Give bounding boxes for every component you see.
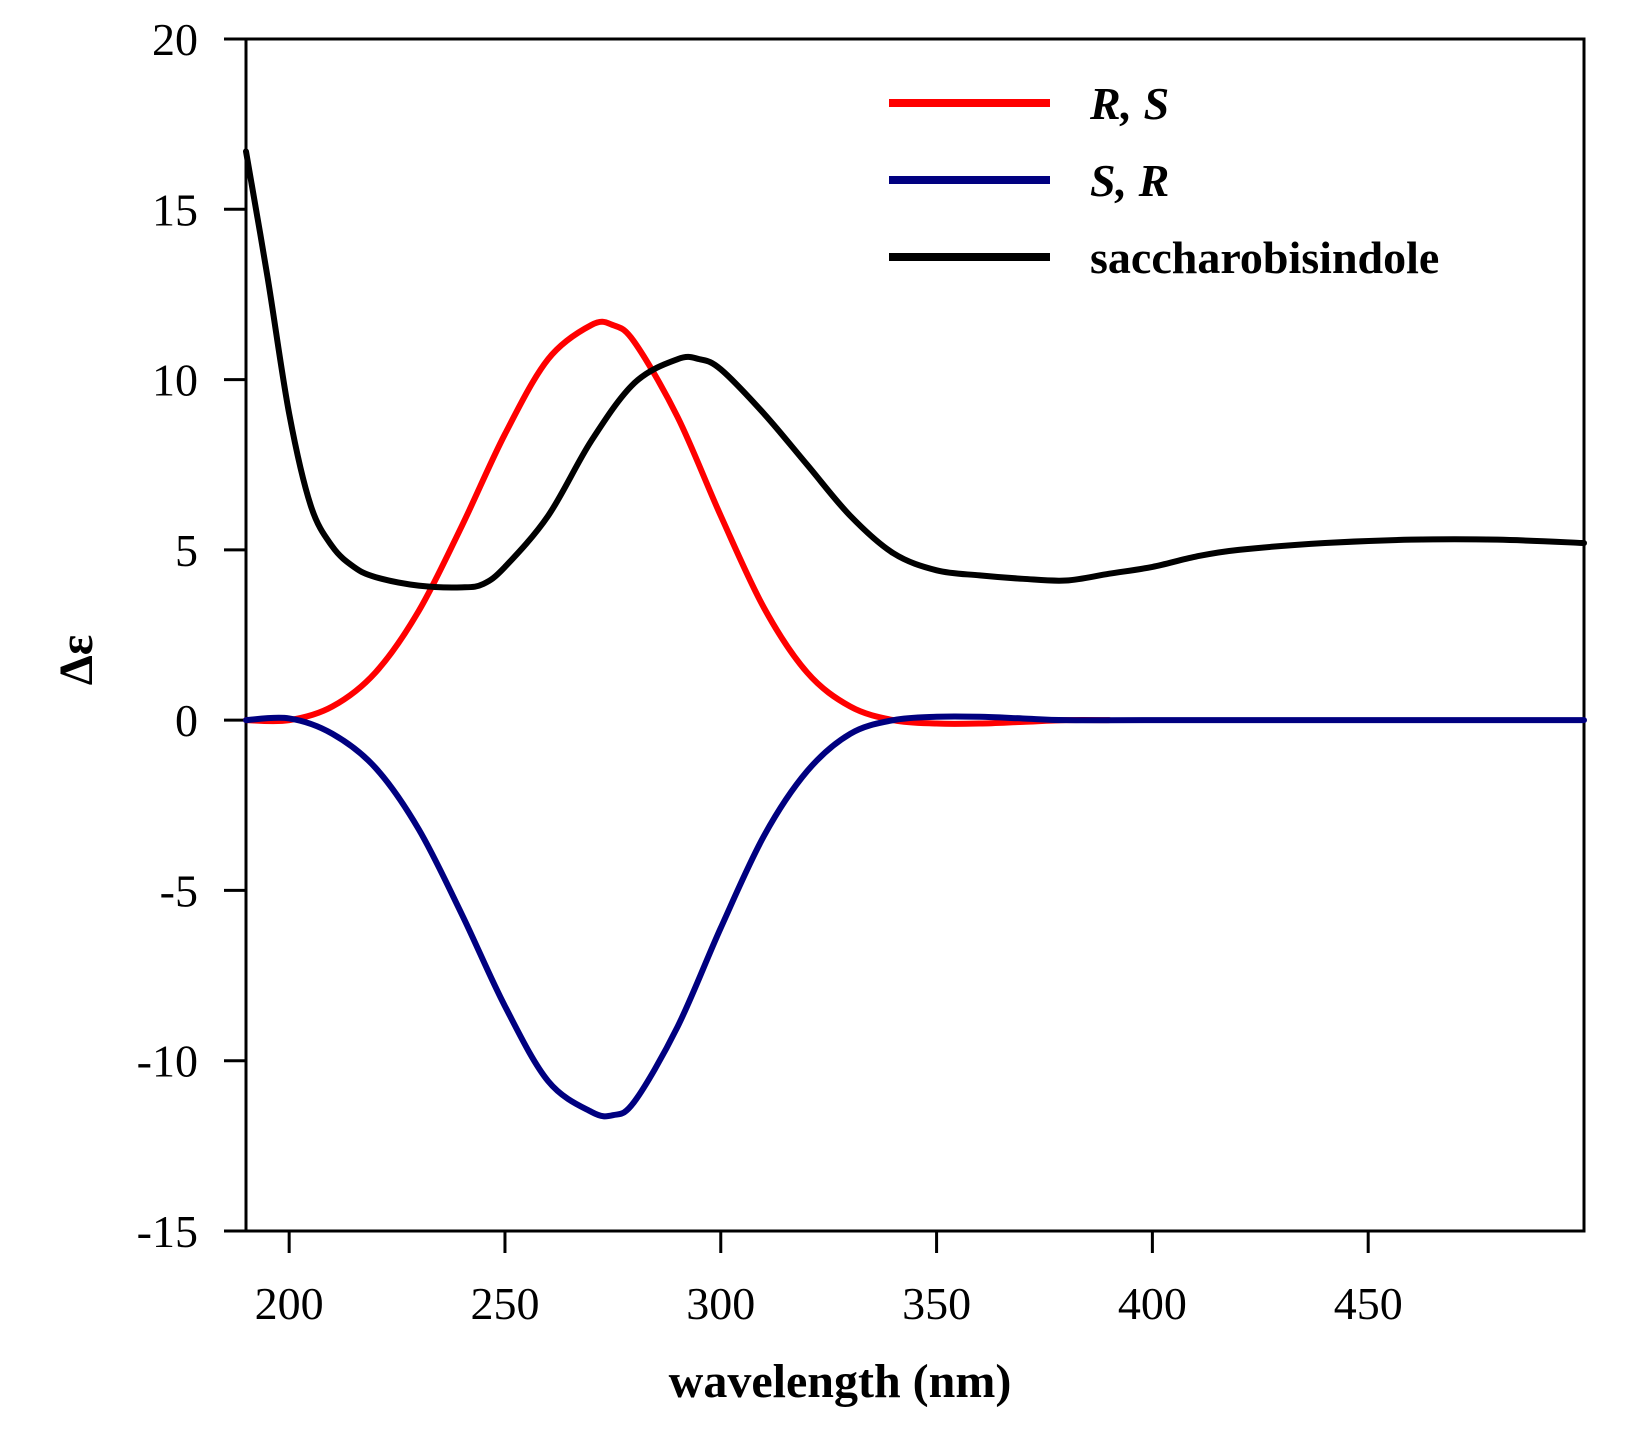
y-tick-label: 15 — [152, 184, 198, 235]
x-tick-label: 250 — [470, 1278, 539, 1329]
y-tick-label: -5 — [160, 865, 198, 916]
x-axis-ticks: 200 250 300 350 400 450 — [255, 1231, 1403, 1329]
legend-label-saccharobisindole: saccharobisindole — [1090, 232, 1439, 283]
series-layer — [243, 148, 1587, 1120]
y-tick-label: -10 — [137, 1036, 198, 1087]
x-tick-label: 450 — [1334, 1278, 1403, 1329]
legend: R, S S, R saccharobisindole — [889, 78, 1439, 283]
y-axis-ticks: -15 -10 -5 0 5 10 15 20 — [137, 14, 246, 1257]
legend-label-s-r: S, R — [1090, 155, 1169, 206]
plot-frame — [244, 37, 1586, 1233]
y-tick-label: -15 — [137, 1206, 198, 1257]
series-line-saccharobisindole — [243, 148, 1587, 591]
x-tick-label: 200 — [255, 1278, 324, 1329]
x-tick-label: 300 — [686, 1278, 755, 1329]
series-line-r-s — [243, 318, 1113, 727]
x-axis-title: wavelength (nm) — [669, 1355, 1012, 1408]
y-tick-label: 10 — [152, 355, 198, 406]
series-line-s-r — [243, 713, 1587, 1120]
legend-label-r-s: R, S — [1089, 78, 1169, 129]
y-axis-title: Δε — [50, 635, 103, 686]
x-tick-label: 350 — [902, 1278, 971, 1329]
y-tick-label: 0 — [175, 695, 198, 746]
x-tick-label: 400 — [1118, 1278, 1187, 1329]
y-tick-label: 20 — [152, 14, 198, 65]
y-tick-label: 5 — [175, 525, 198, 576]
